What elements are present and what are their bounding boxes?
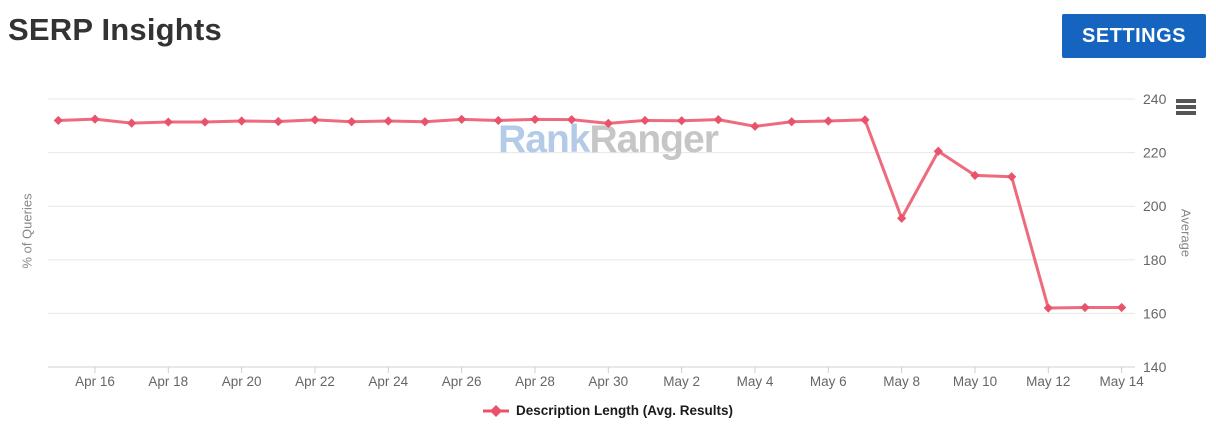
data-point[interactable]	[530, 114, 540, 124]
data-point[interactable]	[603, 118, 613, 128]
data-point[interactable]	[640, 115, 650, 126]
chart-legend[interactable]: Description Length (Avg. Results)	[0, 403, 1216, 418]
data-point[interactable]	[860, 115, 870, 125]
data-point[interactable]	[750, 121, 760, 131]
data-point[interactable]	[713, 115, 723, 125]
x-axis-tick-label: Apr 22	[295, 374, 335, 389]
data-point[interactable]	[310, 115, 320, 125]
data-point[interactable]	[567, 115, 577, 125]
x-axis-tick-label: Apr 18	[148, 374, 188, 389]
data-point[interactable]	[897, 213, 907, 223]
x-axis-tick-label: Apr 20	[222, 374, 262, 389]
x-axis-tick-label: May 2	[663, 374, 700, 389]
page-title: SERP Insights	[8, 12, 222, 47]
data-point[interactable]	[970, 170, 980, 180]
x-axis-tick-label: Apr 28	[515, 374, 555, 389]
x-axis-tick-label: May 8	[883, 374, 920, 389]
hamburger-bar	[1176, 99, 1196, 103]
hamburger-bar	[1176, 111, 1196, 115]
x-axis-tick-label: May 4	[737, 374, 774, 389]
x-axis-tick-label: Apr 24	[368, 374, 408, 389]
data-point[interactable]	[273, 116, 283, 127]
data-point[interactable]	[420, 117, 430, 127]
right-axis-title: Average	[1178, 208, 1194, 258]
hamburger-bar	[1176, 105, 1196, 109]
data-point[interactable]	[677, 116, 687, 126]
data-point[interactable]	[200, 117, 210, 127]
data-point[interactable]	[493, 115, 503, 126]
x-axis-tick-label: May 6	[810, 374, 847, 389]
x-axis-tick-label: Apr 30	[588, 374, 628, 389]
data-point[interactable]	[383, 116, 393, 126]
data-point[interactable]	[347, 117, 357, 127]
data-point[interactable]	[457, 114, 467, 124]
left-axis-title: % of Queries	[19, 193, 35, 269]
y-axis-tick-label: 240	[1143, 91, 1167, 107]
legend-label: Description Length (Avg. Results)	[515, 403, 733, 418]
data-point[interactable]	[1117, 302, 1127, 313]
data-point[interactable]	[823, 116, 833, 126]
x-axis-tick-label: Apr 26	[442, 374, 482, 389]
x-axis-tick-label: May 12	[1026, 374, 1070, 389]
data-point[interactable]	[1007, 172, 1017, 182]
data-point[interactable]	[237, 116, 247, 126]
x-axis-tick-label: May 14	[1100, 374, 1145, 389]
y-axis-tick-label: 160	[1143, 305, 1167, 321]
data-point[interactable]	[933, 146, 943, 156]
data-point[interactable]	[127, 118, 137, 128]
legend-series-marker-icon	[482, 404, 509, 417]
data-point[interactable]	[1080, 302, 1090, 313]
x-axis-tick-label: Apr 16	[75, 374, 115, 389]
y-axis-tick-label: 220	[1143, 145, 1167, 161]
data-point[interactable]	[1043, 303, 1053, 313]
data-point[interactable]	[787, 117, 797, 127]
settings-button[interactable]: SETTINGS	[1062, 14, 1206, 58]
y-axis-tick-label: 200	[1143, 198, 1167, 214]
data-point[interactable]	[53, 115, 63, 126]
chart-context-menu-icon[interactable]	[1176, 97, 1200, 117]
data-point[interactable]	[163, 117, 173, 127]
y-axis-tick-label: 140	[1143, 359, 1167, 375]
data-point[interactable]	[90, 114, 100, 124]
y-axis-tick-label: 180	[1143, 252, 1167, 268]
x-axis-tick-label: May 10	[953, 374, 997, 389]
series-line	[56, 117, 1124, 310]
